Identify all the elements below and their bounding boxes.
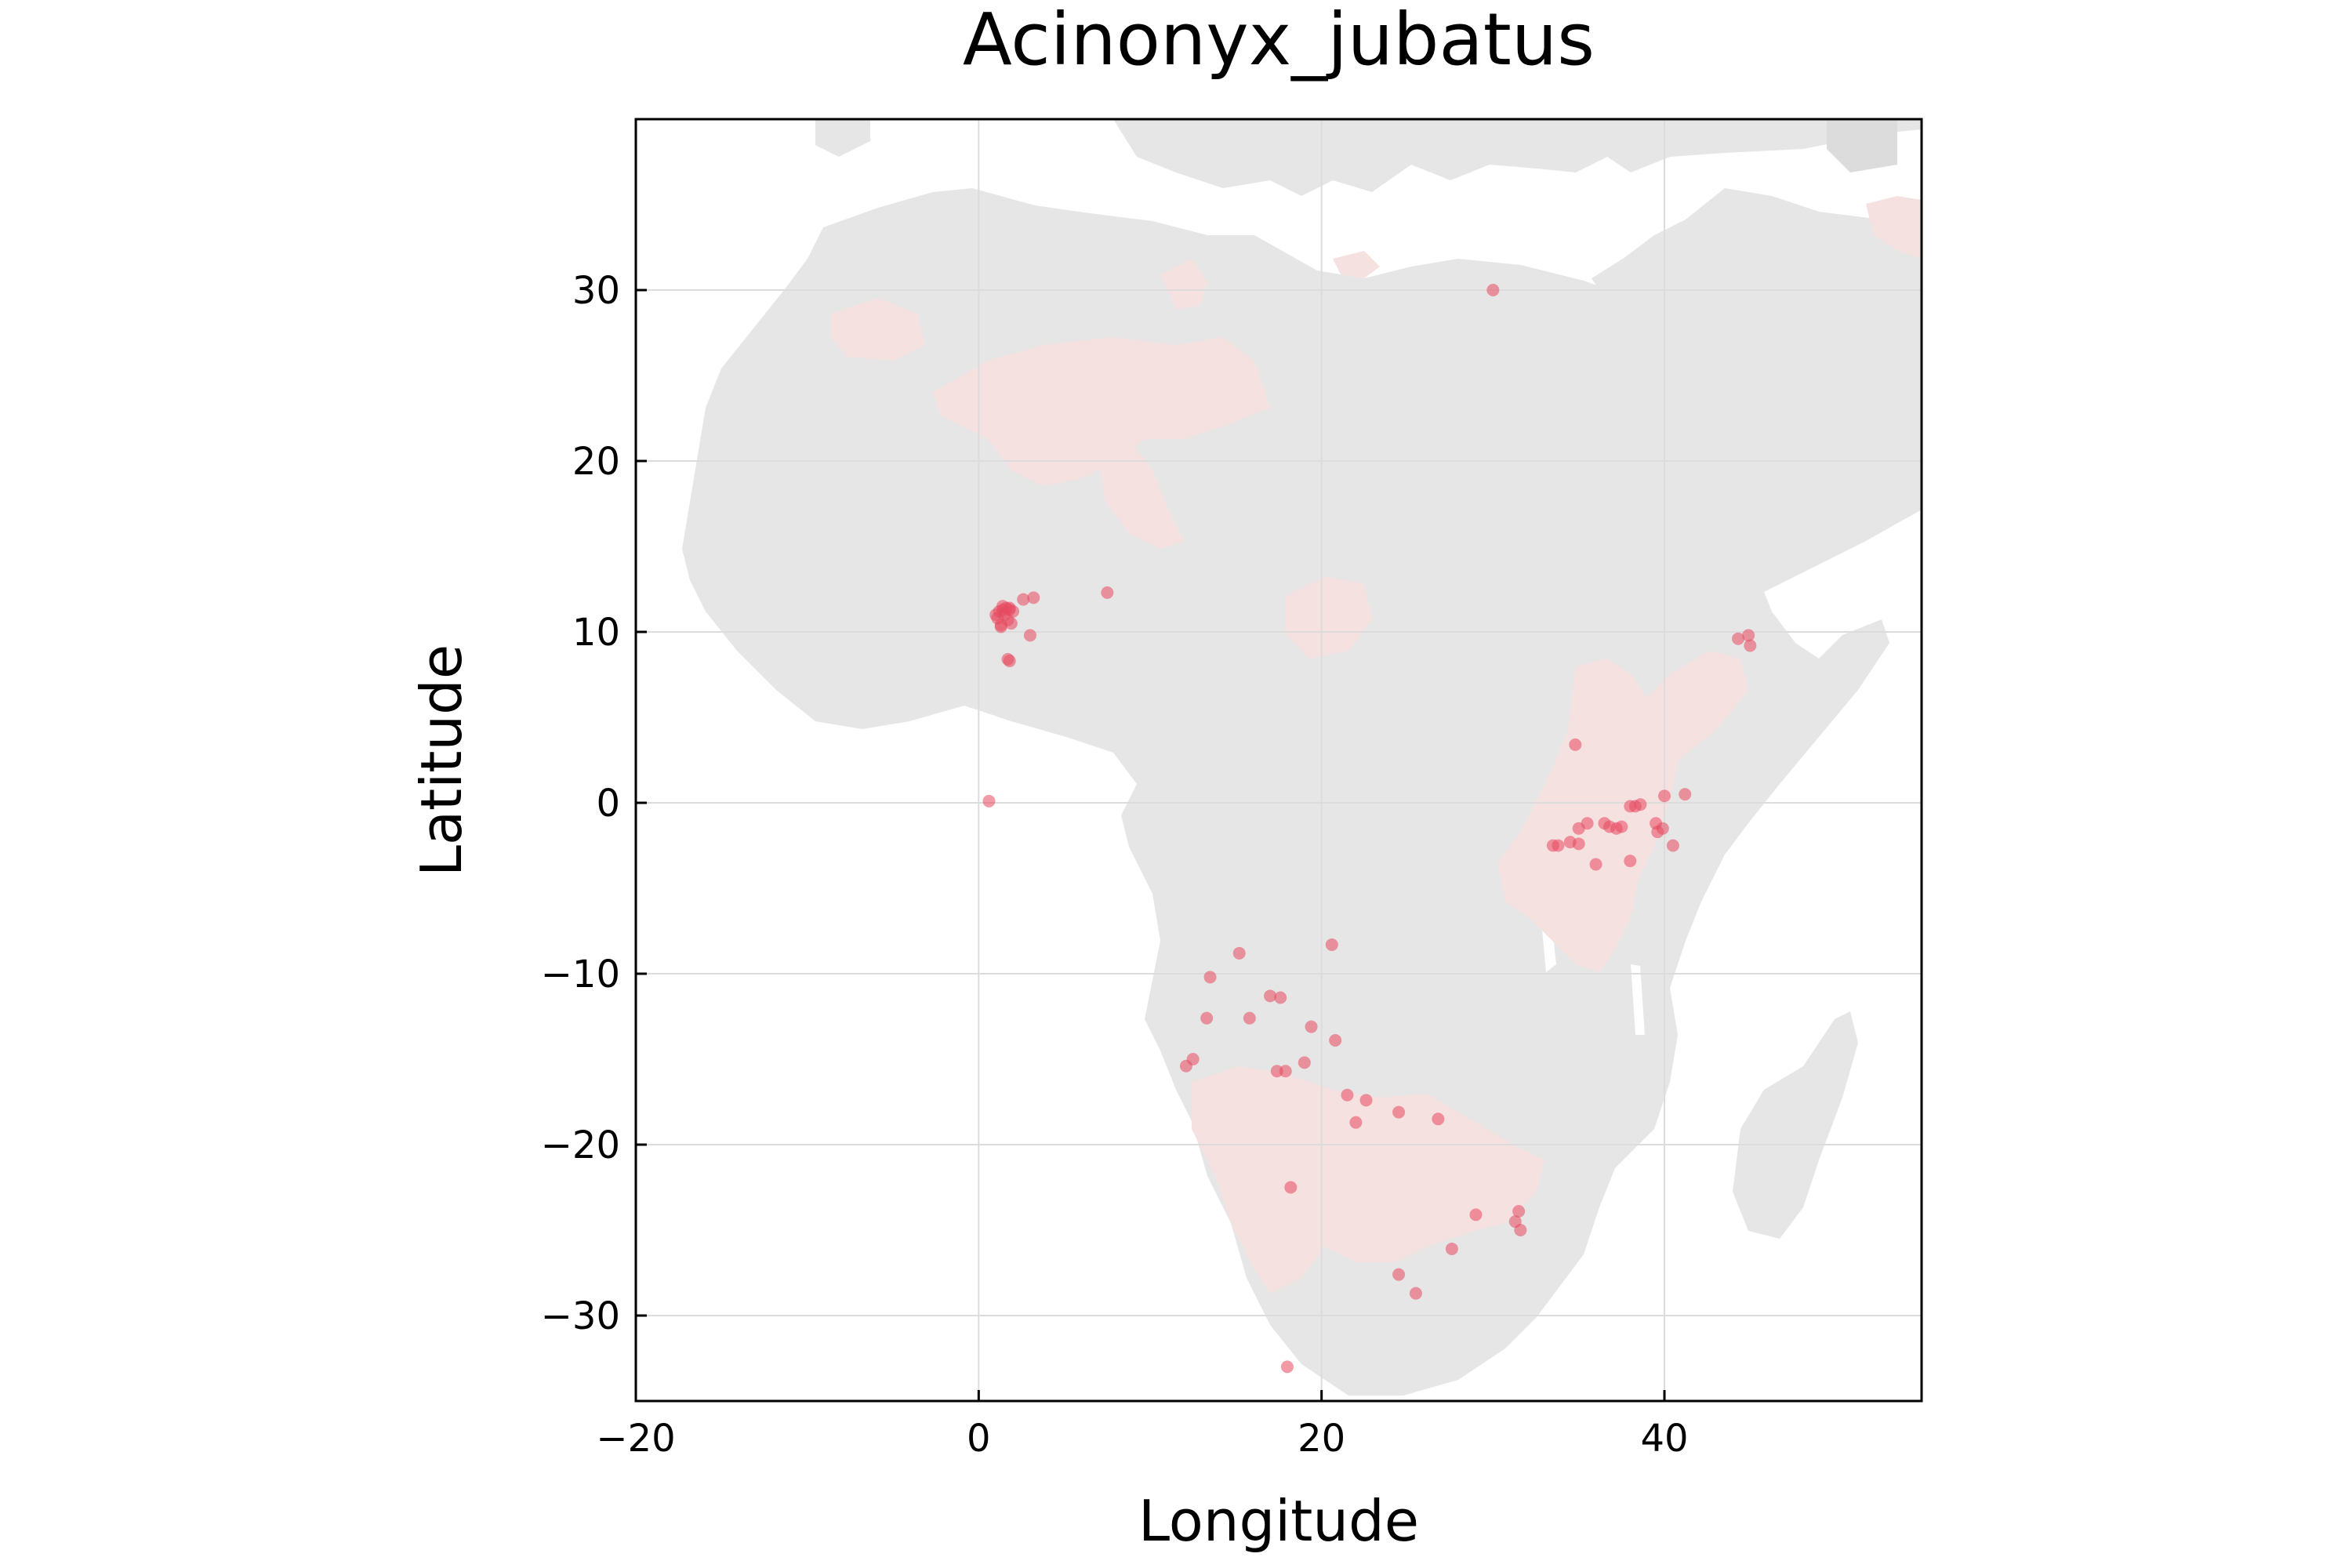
occurrence-point bbox=[1101, 586, 1114, 599]
plot-frame bbox=[634, 118, 1923, 1403]
occurrence-point bbox=[1658, 789, 1671, 803]
x-tick-label: −20 bbox=[596, 1417, 675, 1461]
y-tick-label: 30 bbox=[572, 269, 620, 313]
occurrence-point bbox=[1569, 738, 1582, 751]
occurrence-point bbox=[1341, 1088, 1354, 1102]
occurrence-point bbox=[1017, 593, 1030, 606]
occurrence-point bbox=[1512, 1205, 1526, 1218]
occurrence-point bbox=[1232, 946, 1246, 960]
range-egypt bbox=[1333, 251, 1380, 278]
occurrence-point bbox=[1666, 839, 1679, 852]
occurrence-point bbox=[1392, 1105, 1406, 1119]
range-arabia bbox=[1866, 196, 1922, 259]
occurrence-point bbox=[1514, 1224, 1527, 1236]
occurrence-point bbox=[1742, 629, 1755, 642]
y-tick-label: −20 bbox=[541, 1123, 620, 1167]
occurrence-point bbox=[1486, 284, 1500, 296]
occurrence-point bbox=[1274, 991, 1287, 1004]
occurrence-point bbox=[1589, 858, 1602, 871]
occurrence-point bbox=[1243, 1011, 1256, 1025]
y-tick-label: 20 bbox=[572, 440, 620, 484]
occurrence-points bbox=[982, 284, 1757, 1374]
caspian-sea bbox=[1827, 119, 1897, 172]
x-tick-label: 0 bbox=[967, 1417, 991, 1461]
occurrence-point bbox=[1634, 798, 1647, 811]
occurrence-point bbox=[1359, 1094, 1373, 1107]
europe-landmass bbox=[815, 119, 1922, 196]
occurrence-point bbox=[1445, 1242, 1458, 1255]
y-tick-label: 10 bbox=[572, 611, 620, 655]
x-axis-ticks: −20 0 20 40 bbox=[596, 1390, 1689, 1461]
y-tick-label: 0 bbox=[596, 782, 620, 826]
occurrence-point bbox=[1329, 1034, 1342, 1047]
africa-landmass bbox=[682, 188, 1889, 1396]
range-layer bbox=[831, 196, 1922, 1294]
range-sahara-north bbox=[1160, 259, 1207, 310]
occurrence-point bbox=[1392, 1268, 1406, 1281]
occurrence-point bbox=[1563, 836, 1577, 849]
x-axis-title: Longitude bbox=[1138, 1488, 1419, 1554]
y-axis-title: Latitude bbox=[408, 644, 474, 877]
range-sahara-west bbox=[831, 298, 925, 361]
occurrence-point bbox=[1298, 1056, 1311, 1069]
x-tick-label: 40 bbox=[1640, 1417, 1688, 1461]
occurrence-point bbox=[1279, 1065, 1292, 1078]
occurrence-point bbox=[1572, 822, 1585, 835]
occurrence-point bbox=[1284, 1181, 1298, 1194]
y-tick-label: −30 bbox=[541, 1294, 620, 1338]
occurrence-point bbox=[1546, 839, 1559, 852]
occurrence-point bbox=[1003, 601, 1016, 615]
occurrence-point bbox=[1325, 938, 1338, 951]
occurrence-point bbox=[1003, 655, 1016, 668]
y-tick-label: −10 bbox=[541, 953, 620, 996]
range-east-africa bbox=[1497, 651, 1748, 972]
occurrence-point bbox=[1186, 1053, 1200, 1065]
occurrence-point bbox=[1280, 1360, 1294, 1374]
occurrence-point bbox=[1469, 1208, 1483, 1221]
occurrence-point bbox=[1203, 971, 1217, 984]
madagascar-landmass bbox=[1733, 1011, 1858, 1239]
range-sudan bbox=[1286, 576, 1372, 659]
occurrence-point bbox=[1200, 1011, 1214, 1025]
occurrence-point bbox=[1027, 591, 1040, 604]
occurrence-point bbox=[994, 619, 1007, 632]
occurrence-point bbox=[1023, 629, 1036, 642]
lake-malawi bbox=[1631, 964, 1645, 1035]
occurrence-point bbox=[1432, 1112, 1445, 1126]
occurrence-point bbox=[1264, 989, 1277, 1003]
occurrence-point bbox=[982, 794, 996, 808]
grid-lines bbox=[636, 119, 1922, 1401]
range-sahara-central bbox=[933, 337, 1270, 486]
occurrence-point bbox=[1409, 1287, 1422, 1300]
range-southern-africa bbox=[1192, 1066, 1544, 1294]
occurrence-point bbox=[1679, 788, 1692, 801]
occurrence-point bbox=[1624, 855, 1637, 868]
occurrence-point bbox=[1656, 822, 1669, 835]
occurrence-point bbox=[1610, 822, 1623, 835]
occurrence-point bbox=[1305, 1020, 1318, 1033]
occurrence-point bbox=[1004, 617, 1018, 630]
occurrence-point bbox=[1270, 1065, 1283, 1078]
chart-title: Acinonyx_jubatus bbox=[963, 0, 1595, 82]
occurrence-point bbox=[1732, 632, 1745, 645]
range-chad bbox=[1098, 439, 1184, 549]
occurrence-point bbox=[1349, 1116, 1363, 1129]
y-axis-ticks: 30 20 10 0 −10 −20 −30 bbox=[541, 269, 647, 1338]
x-tick-label: 20 bbox=[1298, 1417, 1345, 1461]
occurrence-point bbox=[1744, 639, 1757, 652]
